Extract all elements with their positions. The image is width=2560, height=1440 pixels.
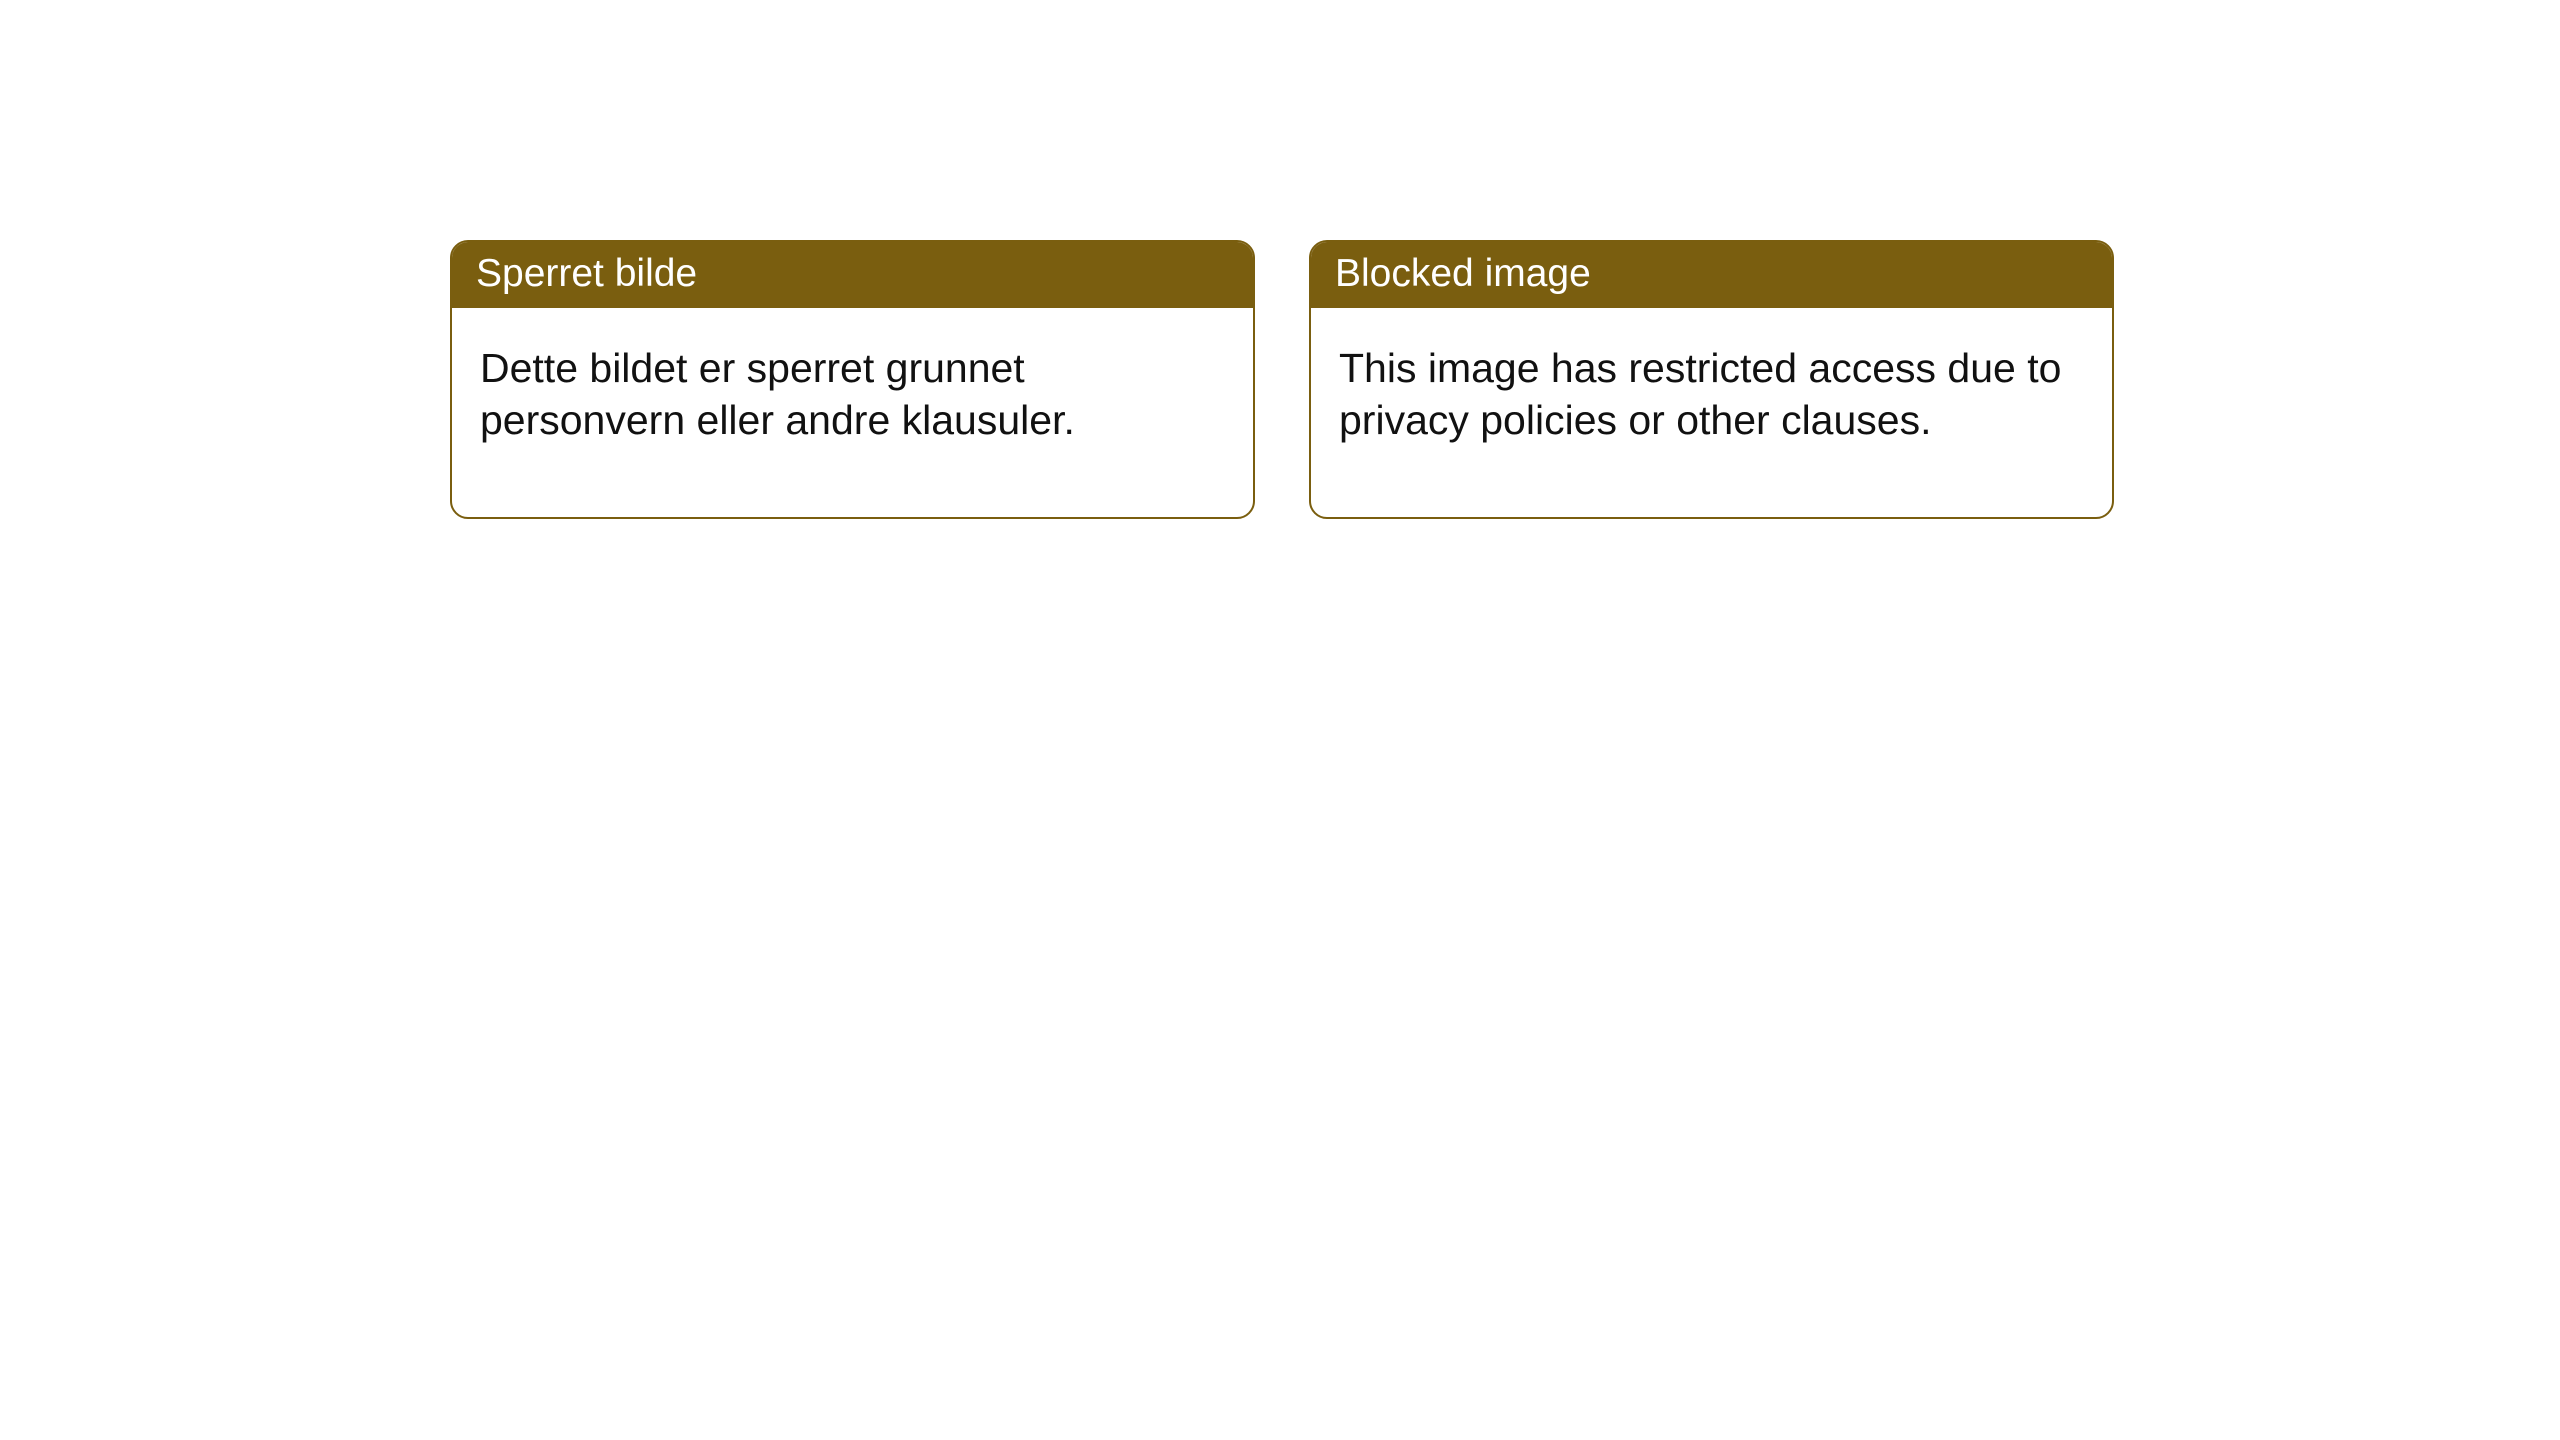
notice-body-english: This image has restricted access due to … [1311, 308, 2112, 517]
notice-header-norwegian: Sperret bilde [452, 242, 1253, 308]
notice-header-english: Blocked image [1311, 242, 2112, 308]
notice-body-norwegian: Dette bildet er sperret grunnet personve… [452, 308, 1253, 517]
notice-card-english: Blocked image This image has restricted … [1309, 240, 2114, 519]
notice-container: Sperret bilde Dette bildet er sperret gr… [450, 240, 2114, 519]
notice-card-norwegian: Sperret bilde Dette bildet er sperret gr… [450, 240, 1255, 519]
